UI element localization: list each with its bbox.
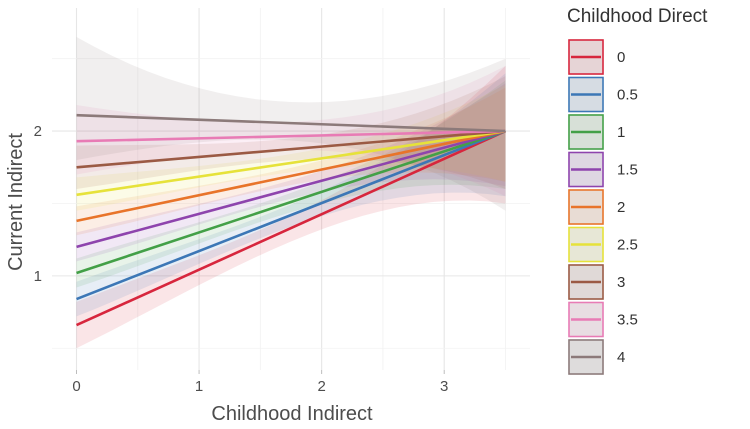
x-axis-title: Childhood Indirect xyxy=(211,403,373,425)
series-line-4 xyxy=(76,113,506,133)
axes: 0 1 2 3 1 2 xyxy=(34,123,449,395)
legend-title: Childhood Direct xyxy=(567,6,708,27)
series-line-0 xyxy=(75,129,507,327)
regression-lines xyxy=(75,113,507,327)
legend-entry-0-5: 0.5 xyxy=(568,76,638,113)
legend-entry-3: 3 xyxy=(568,264,625,300)
y-tick-label: 2 xyxy=(34,123,42,140)
legend-label: 0.5 xyxy=(617,87,638,104)
legend-label: 4 xyxy=(617,349,625,366)
legend-entry-2: 2 xyxy=(568,189,625,225)
legend-label: 3.5 xyxy=(617,312,638,329)
ci-band-3-5 xyxy=(76,65,506,197)
ci-band-1 xyxy=(76,80,506,288)
x-tick-label: 0 xyxy=(72,378,80,395)
legend-label: 0 xyxy=(617,49,625,66)
series-line-1-5 xyxy=(76,129,506,249)
series-line-2 xyxy=(76,129,506,223)
series-line-3-5 xyxy=(76,129,506,143)
series-line-1 xyxy=(76,129,506,275)
legend-entry-2-5: 2.5 xyxy=(568,226,638,263)
series-line-2-5 xyxy=(76,129,506,197)
legend-label: 1 xyxy=(617,124,625,141)
legend: Childhood Direct 0 0.5 1 1.5 2 2.5 3 3.5 4 xyxy=(567,6,708,375)
legend-label: 1.5 xyxy=(617,162,638,179)
y-axis-title: Current Indirect xyxy=(5,133,27,271)
legend-label: 2.5 xyxy=(617,237,638,254)
ci-band-0-5 xyxy=(76,73,506,317)
legend-entry-1: 1 xyxy=(568,114,625,150)
grid xyxy=(52,8,530,370)
series-line-0-5 xyxy=(76,129,506,301)
legend-label: 2 xyxy=(617,199,625,216)
x-tick-label: 2 xyxy=(317,378,325,395)
y-tick-label: 1 xyxy=(34,268,42,285)
legend-entry-3-5: 3.5 xyxy=(568,301,638,338)
confidence-bands xyxy=(76,37,506,349)
legend-entry-1-5: 1.5 xyxy=(568,151,638,188)
series-line-3 xyxy=(76,129,506,169)
legend-entry-4: 4 xyxy=(568,339,625,375)
legend-entry-0: 0 xyxy=(568,39,625,75)
legend-label: 3 xyxy=(617,274,625,291)
x-tick-label: 3 xyxy=(440,378,448,395)
x-tick-label: 1 xyxy=(195,378,203,395)
